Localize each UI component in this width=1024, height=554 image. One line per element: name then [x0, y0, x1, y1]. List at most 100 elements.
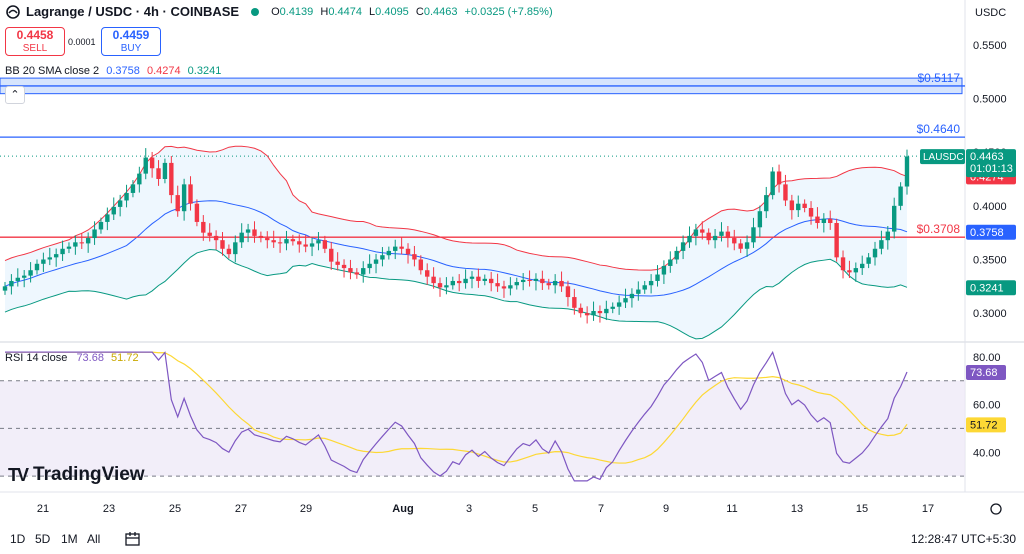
candle-body — [527, 279, 532, 281]
price-line-label: $0.3708 — [917, 222, 961, 236]
bb-basis-line — [4, 200, 908, 297]
last-price-badge-bg — [966, 149, 1016, 178]
timeframe-all-button[interactable]: All — [87, 532, 101, 546]
candle-body — [47, 257, 52, 260]
candle-body — [866, 257, 871, 264]
spread-value: 0.0001 — [68, 37, 96, 47]
horizontal-price-lines: $0.5117 $0.4640 $0.3708 — [0, 71, 965, 238]
time-tick-label: 21 — [37, 503, 49, 515]
candle-body — [879, 240, 884, 249]
symbol-title[interactable]: Lagrange / USDC · 4h · COINBASE — [26, 4, 240, 19]
candle-body — [418, 259, 424, 271]
price-tick-label: 0.3000 — [973, 308, 1007, 320]
price-tick-label: 0.3500 — [973, 255, 1007, 267]
candle-body — [105, 214, 110, 222]
time-tick-label: 29 — [300, 503, 312, 515]
candle-body — [412, 254, 417, 260]
candle-body — [892, 205, 897, 232]
candle-body — [744, 242, 750, 249]
candle-body — [28, 270, 33, 276]
timeframe-1d-button[interactable]: 1D — [10, 532, 26, 546]
candle-body — [565, 286, 571, 298]
price-tick-label: 0.5500 — [973, 40, 1007, 52]
candle-body — [252, 229, 257, 236]
candle-body — [309, 243, 315, 247]
time-tick-label: 9 — [663, 503, 669, 515]
calendar-range-icon[interactable] — [124, 530, 142, 548]
bottom-toolbar: 1D 5D 1M All 12:28:47 UTC+5:30 — [0, 526, 1024, 554]
close-value: 0.4463 — [423, 5, 458, 18]
symbol-badge-text: LAUSDC — [923, 152, 964, 163]
candle-body — [853, 268, 859, 273]
candle-body — [85, 238, 91, 244]
candle-body — [194, 203, 200, 222]
bb-basis-badge-text: 0.3758 — [970, 227, 1004, 239]
candlestick-series — [2, 148, 910, 324]
low-value: 0.4095 — [375, 5, 409, 18]
change-value: +0.0325 (+7.85%) — [464, 5, 553, 18]
candle-body — [233, 242, 238, 255]
candle-body — [9, 280, 14, 287]
candle-body — [802, 203, 807, 208]
candle-body — [604, 308, 609, 314]
price-line-label: $0.4640 — [917, 122, 961, 136]
candle-body — [316, 240, 321, 244]
candle-body — [904, 156, 910, 187]
rsi-value-badge-bg — [966, 364, 1006, 380]
candle-body — [188, 184, 193, 204]
bb-upper-line — [4, 145, 908, 271]
candle-body — [751, 227, 756, 243]
candle-body — [149, 157, 155, 169]
bb-legend-label: BB 20 SMA close 2 — [5, 65, 100, 77]
chevron-up-icon[interactable]: ⌃ — [5, 86, 25, 104]
candle-body — [860, 263, 865, 269]
tradingview-logo-text: TradingView — [33, 464, 145, 485]
candle-body — [354, 272, 360, 275]
candle-body — [584, 313, 590, 316]
bb-upper-value: 0.4274 — [146, 65, 181, 77]
buy-price: 0.4459 — [112, 28, 150, 42]
candle-body — [815, 216, 820, 224]
bb-legend[interactable]: BB 20 SMA close 2 0.3758 0.4274 0.3241 — [5, 65, 221, 77]
candle-body — [847, 270, 852, 273]
candle-body — [456, 280, 462, 284]
candle-body — [239, 232, 244, 243]
timeframe-1m-button[interactable]: 1M — [61, 532, 78, 546]
candle-body — [303, 244, 308, 247]
clock-timezone[interactable]: 12:28:47 UTC+5:30 — [910, 532, 1016, 546]
candle-body — [53, 254, 59, 258]
market-status-icon[interactable] — [251, 7, 260, 16]
buy-label: BUY — [120, 43, 142, 54]
candle-body — [796, 203, 801, 211]
bb-lower-badge-text: 0.3241 — [970, 282, 1004, 294]
candle-body — [821, 218, 827, 224]
candle-body — [130, 184, 136, 193]
candle-body — [124, 192, 129, 201]
candle-body — [757, 211, 763, 228]
candle-body — [501, 286, 507, 289]
currency-selector[interactable]: USDC — [975, 7, 1007, 19]
candle-body — [706, 232, 711, 241]
candle-body — [143, 157, 148, 174]
candle-body — [367, 263, 372, 269]
bb-lower-value: 0.3241 — [187, 65, 222, 77]
candle-body — [674, 250, 679, 260]
candle-body — [885, 231, 891, 241]
candle-body — [277, 242, 283, 244]
candle-body — [15, 277, 20, 281]
timeframe-5d-button[interactable]: 5D — [35, 532, 51, 546]
bb-basis-value: 0.3758 — [106, 65, 140, 77]
rsi-legend[interactable]: RSI 14 close 73.68 51.72 — [5, 352, 139, 364]
candle-body — [687, 235, 692, 243]
sell-button[interactable]: 0.4458 SELL — [5, 27, 65, 56]
buy-button[interactable]: 0.4459 BUY — [101, 27, 161, 56]
candle-body — [520, 279, 526, 283]
candle-body — [322, 240, 328, 249]
rsi-ma-badge-text: 51.72 — [970, 419, 998, 431]
candle-body — [73, 242, 78, 247]
settings-icon[interactable] — [990, 503, 1002, 515]
rsi-ma-badge-bg — [966, 417, 1006, 433]
candle-body — [508, 285, 513, 289]
